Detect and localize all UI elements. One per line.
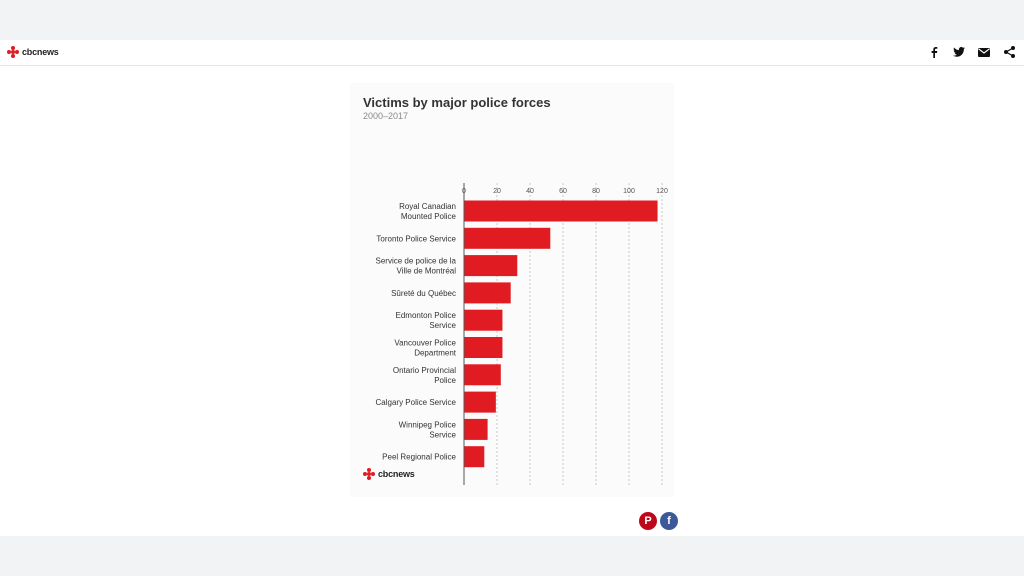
- chart-subtitle: 2000–2017: [363, 111, 409, 121]
- twitter-icon[interactable]: [952, 45, 966, 59]
- x-tick-label: 40: [526, 188, 534, 195]
- brand-name: cbcnews: [22, 47, 59, 57]
- facebook-icon[interactable]: f: [660, 512, 678, 530]
- category-label: Peel Regional Police: [382, 453, 456, 462]
- category-label: Winnipeg Police Service: [399, 420, 457, 439]
- bar[interactable]: [464, 391, 496, 413]
- category-label: Sûreté du Québec: [391, 289, 456, 298]
- share-icon[interactable]: [1002, 45, 1016, 59]
- category-label: Royal Canadian Mounted Police: [399, 202, 456, 221]
- bar[interactable]: [464, 227, 551, 249]
- category-label: Ontario Provincial Police: [393, 366, 457, 385]
- facebook-icon[interactable]: [927, 45, 941, 59]
- bar[interactable]: [464, 364, 501, 386]
- social-buttons: P f: [639, 512, 678, 530]
- bar[interactable]: [464, 446, 485, 468]
- document-viewer: cbcnews Victims by major police forces 2…: [0, 40, 1024, 536]
- chart-title: Victims by major police forces: [363, 95, 551, 110]
- bar[interactable]: [464, 418, 488, 440]
- category-label: Edmonton Police Service: [396, 311, 457, 330]
- x-tick-label: 100: [623, 188, 635, 195]
- cbc-logo-footer: cbcnews: [363, 468, 415, 480]
- bar[interactable]: [464, 309, 503, 331]
- pinterest-icon[interactable]: P: [639, 512, 657, 530]
- bar[interactable]: [464, 282, 511, 304]
- x-tick-label: 20: [493, 188, 501, 195]
- x-tick-label: 120: [656, 188, 668, 195]
- bar[interactable]: [464, 255, 518, 277]
- cbc-gem-icon: [7, 46, 19, 58]
- bar[interactable]: [464, 337, 503, 358]
- chart-card: Victims by major police forces 2000–2017…: [350, 83, 674, 497]
- brand-name: cbcnews: [378, 469, 415, 479]
- category-label: Calgary Police Service: [376, 398, 457, 407]
- x-tick-label: 60: [559, 188, 567, 195]
- category-label: Service de police de la Ville de Montréal: [376, 257, 457, 276]
- cbc-gem-icon: [363, 468, 375, 480]
- bar-chart: 0 20 40 60 80 100 120 Royal Canadian Mounted Pol…: [376, 183, 668, 485]
- email-icon[interactable]: [977, 45, 991, 59]
- bar[interactable]: [464, 200, 658, 222]
- x-tick-label: 80: [592, 188, 600, 195]
- share-toolbar: [927, 45, 1016, 59]
- cbc-logo[interactable]: cbcnews: [7, 46, 59, 58]
- x-tick-label: 0: [462, 188, 466, 195]
- top-bar: cbcnews: [0, 40, 1024, 66]
- category-label: Vancouver Police Department: [394, 339, 456, 358]
- category-label: Toronto Police Service: [376, 234, 456, 243]
